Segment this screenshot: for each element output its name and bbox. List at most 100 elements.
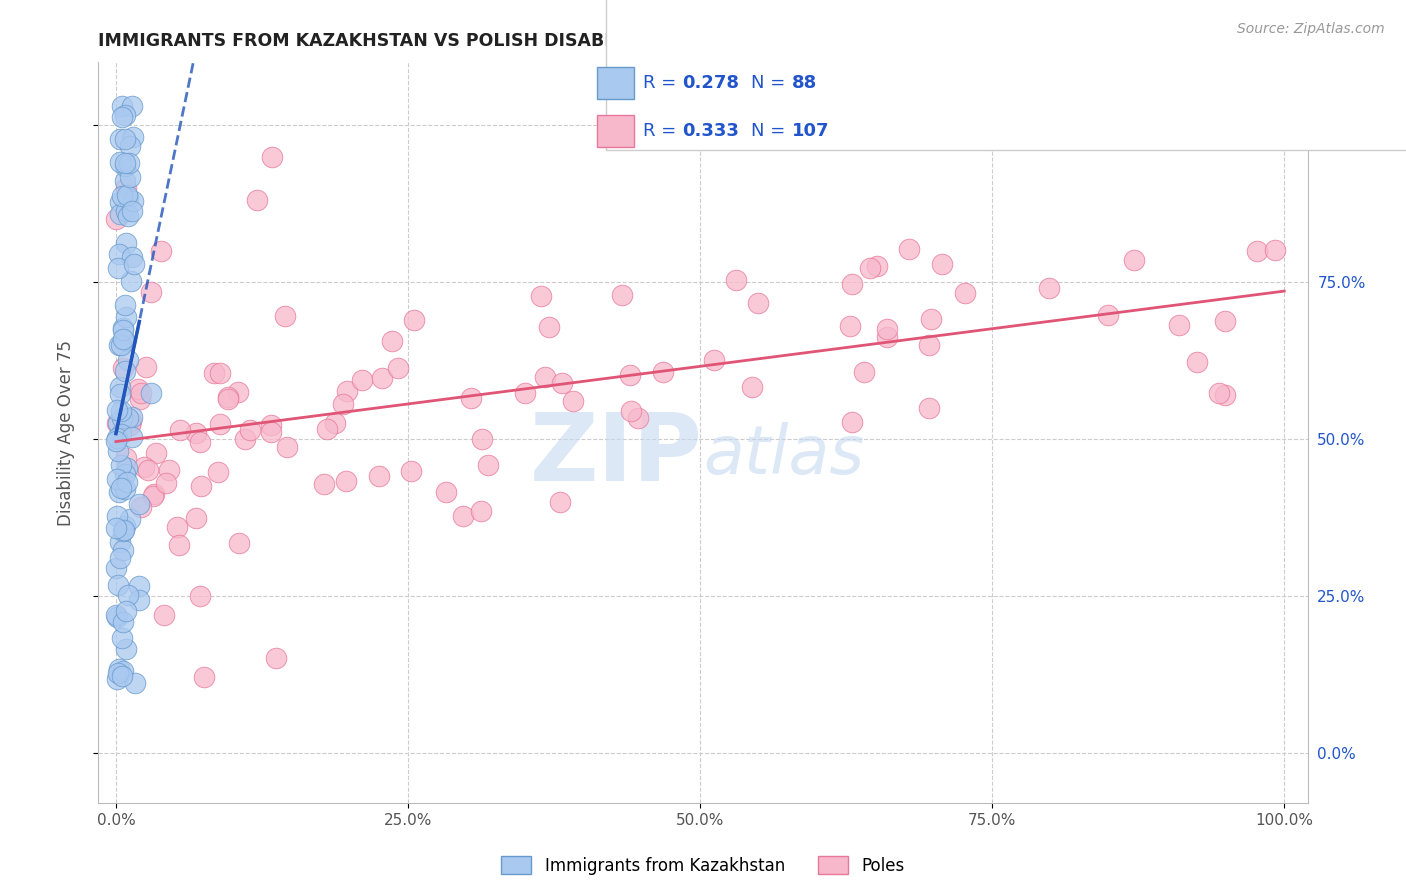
Point [117,156,139,170]
Point [115,475,138,490]
Point [120,414,142,428]
Point [186,510,208,524]
Point [202,366,225,380]
Point [853,365,876,379]
Point [703,353,725,368]
Point [550,376,572,390]
Text: 88: 88 [792,74,817,92]
Point [136,463,159,477]
Point [105,432,128,446]
Text: atlas: atlas [703,422,865,488]
Point [129,385,152,400]
Point [121,99,143,113]
Point [112,665,135,679]
Point [110,426,132,441]
Point [238,423,260,437]
Point [955,286,977,301]
Point [110,404,132,418]
Point [105,610,128,624]
Point [1185,354,1208,368]
Point [111,189,134,203]
Point [112,523,135,537]
Point [115,204,138,219]
Point [931,257,953,271]
Point [112,524,135,539]
Text: 0.333: 0.333 [682,122,738,140]
Point [841,415,863,429]
Point [105,509,128,524]
Point [918,337,941,351]
Point [897,242,920,256]
Text: R =: R = [643,74,682,92]
Point [114,132,136,146]
Point [332,397,354,411]
Point [217,390,239,404]
Point [115,461,138,475]
Point [115,310,138,325]
Point [114,467,136,482]
Point [114,155,136,169]
Point [152,607,174,622]
FancyBboxPatch shape [606,0,1406,150]
Point [1097,308,1119,322]
Point [228,536,250,550]
Point [276,440,298,454]
Point [105,607,128,622]
Point [110,194,132,209]
Point [121,130,143,145]
Point [114,641,136,656]
Point [128,579,150,593]
Point [114,364,136,378]
Point [132,460,155,475]
Point [260,425,283,440]
Point [107,662,129,676]
Text: ZIP: ZIP [530,409,703,500]
Point [1213,388,1236,402]
Point [127,383,149,397]
Point [274,309,297,323]
Bar [596,115,634,147]
Point [259,418,281,433]
Point [105,403,128,417]
Point [124,257,146,271]
Point [217,392,239,406]
Point [108,206,131,220]
Point [117,353,139,368]
Point [124,676,146,690]
Point [117,588,139,602]
Point [157,463,180,477]
Point [115,181,138,195]
Point [107,338,129,352]
Point [114,482,136,496]
Point [841,277,863,292]
Point [114,604,136,618]
Point [724,273,747,287]
Point [114,334,136,348]
Point [1038,281,1060,295]
Point [105,434,128,448]
Point [110,380,132,394]
Point [1213,314,1236,328]
Point [651,365,673,379]
Point [118,138,141,153]
Legend: Immigrants from Kazakhstan, Poles: Immigrants from Kazakhstan, Poles [494,848,912,883]
Point [121,430,143,444]
Point [110,338,132,352]
Point [209,366,232,380]
Point [434,484,457,499]
Point [1123,252,1146,267]
Point [128,497,150,511]
Text: 0.278: 0.278 [682,74,738,92]
Point [1246,244,1268,258]
Point [235,433,257,447]
Point [537,319,560,334]
Point [122,194,145,209]
Point [387,360,409,375]
Point [190,479,212,493]
Point [114,519,136,533]
Text: R =: R = [643,122,682,140]
Point [114,298,136,312]
Point [335,474,357,488]
Point [471,432,494,446]
Point [105,472,128,486]
